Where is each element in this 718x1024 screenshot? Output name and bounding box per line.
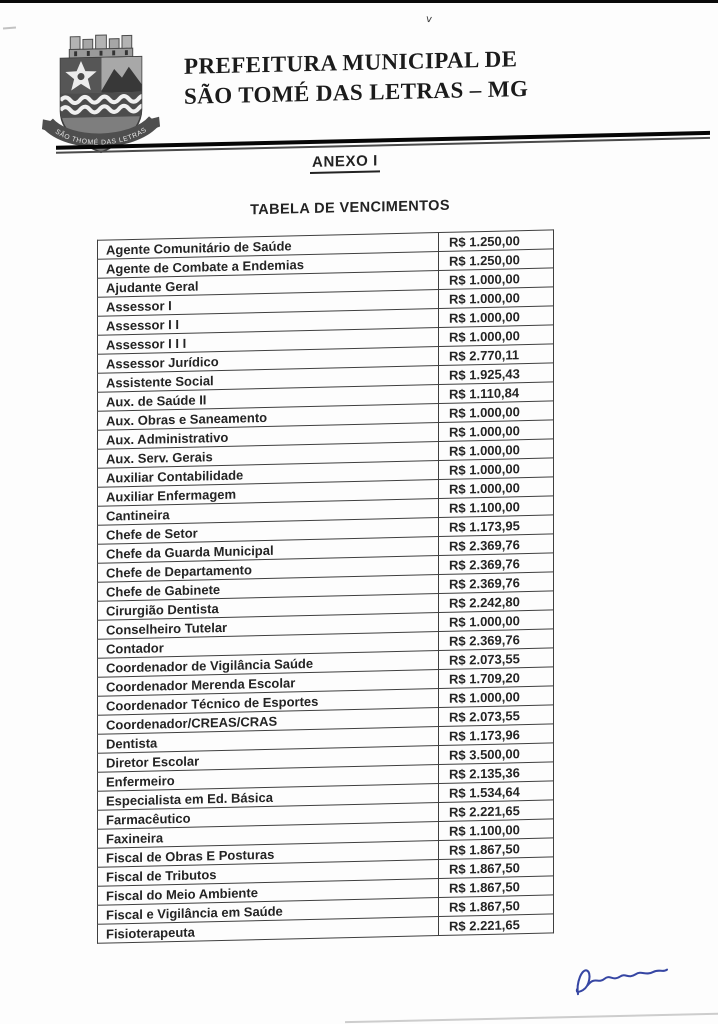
- valor-cell: R$ 1.000,00: [438, 685, 554, 708]
- valor-cell: R$ 2.073,55: [438, 704, 554, 727]
- valor-cell: R$ 1.000,00: [438, 419, 554, 442]
- salary-table: Agente Comunitário de Saúde R$ 1.250,00 Ag…: [97, 229, 554, 944]
- valor-cell: R$ 1.867,50: [438, 875, 554, 898]
- valor-cell: R$ 1.000,00: [438, 476, 554, 499]
- paper-bottom-edge-line: [345, 1011, 718, 1023]
- valor-cell: R$ 1.000,00: [438, 609, 554, 632]
- table-title: TABELA DE VENCIMENTOS: [250, 197, 450, 219]
- valor-cell: R$ 1.867,50: [438, 894, 554, 917]
- valor-cell: R$ 1.100,00: [438, 495, 554, 518]
- scanner-top-edge-line: [0, 0, 718, 3]
- valor-cell: R$ 1.000,00: [438, 267, 554, 290]
- valor-cell: R$ 2.073,55: [438, 647, 554, 670]
- valor-cell: R$ 2.221,65: [438, 799, 554, 822]
- valor-cell: R$ 2.242,80: [438, 590, 554, 613]
- valor-cell: R$ 2.369,76: [438, 552, 554, 575]
- valor-cell: R$ 1.250,00: [438, 229, 554, 252]
- valor-cell: R$ 1.000,00: [438, 286, 554, 309]
- valor-cell: R$ 1.000,00: [438, 438, 554, 461]
- valor-cell: R$ 1.000,00: [438, 305, 554, 328]
- valor-cell: R$ 2.770,11: [438, 343, 554, 366]
- valor-cell: R$ 1.534,64: [438, 780, 554, 803]
- valor-cell: R$ 1.250,00: [438, 248, 554, 271]
- valor-cell: R$ 1.867,50: [438, 856, 554, 879]
- valor-cell: R$ 1.000,00: [438, 457, 554, 480]
- valor-cell: R$ 2.369,76: [438, 533, 554, 556]
- valor-cell: R$ 2.369,76: [438, 571, 554, 594]
- valor-cell: R$ 2.135,36: [438, 761, 554, 784]
- coat-of-arms-icon: SÃO THOMÉ DAS LETRAS: [41, 34, 161, 154]
- valor-cell: R$ 1.000,00: [438, 324, 554, 347]
- letterhead-line2: SÃO TOMÉ DAS LETRAS – MG: [184, 76, 529, 109]
- valor-cell: R$ 1.709,20: [438, 666, 554, 689]
- valor-cell: R$ 1.925,43: [438, 362, 554, 385]
- valor-cell: R$ 1.100,00: [438, 818, 554, 841]
- valor-cell: R$ 3.500,00: [438, 742, 554, 765]
- handwritten-signature: [575, 968, 669, 996]
- letterhead-title: PREFEITURA MUNICIPAL DE SÃO TOMÉ DAS LET…: [184, 44, 528, 112]
- valor-cell: R$ 2.221,65: [438, 913, 554, 936]
- valor-cell: R$ 1.173,96: [438, 723, 554, 746]
- valor-cell: R$ 1.110,84: [438, 381, 554, 404]
- valor-cell: R$ 2.369,76: [438, 628, 554, 651]
- valor-cell: R$ 1.867,50: [438, 837, 554, 860]
- annex-title: ANEXO I: [310, 152, 380, 174]
- valor-cell: R$ 1.173,95: [438, 514, 554, 537]
- valor-cell: R$ 1.000,00: [438, 400, 554, 423]
